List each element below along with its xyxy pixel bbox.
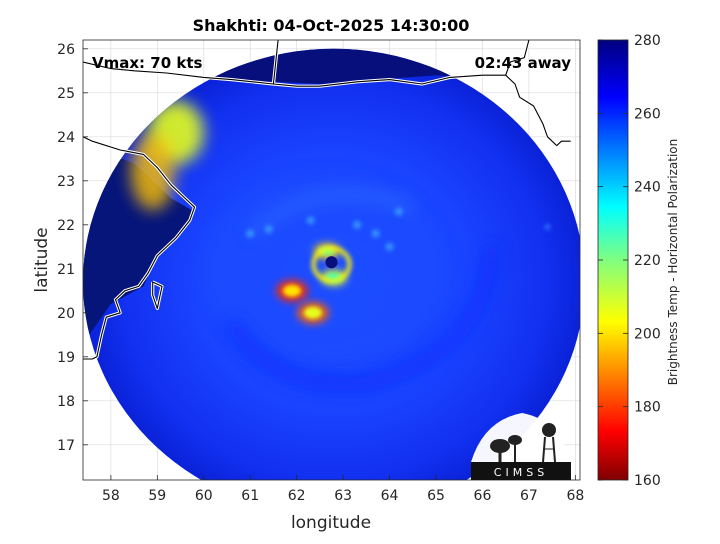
y-tick-label: 25 bbox=[57, 86, 75, 102]
x-tick-label: 58 bbox=[102, 488, 120, 504]
y-tick-label: 21 bbox=[57, 262, 75, 278]
x-tick-label: 67 bbox=[520, 488, 538, 504]
axes-frame bbox=[82, 39, 581, 481]
colorbar-tick-label: 240 bbox=[634, 180, 661, 196]
band-west-marker bbox=[283, 284, 302, 297]
x-tick-label: 63 bbox=[334, 488, 352, 504]
convective-cell bbox=[544, 224, 551, 230]
eye-center bbox=[325, 256, 338, 269]
x-tick-label: 66 bbox=[474, 488, 492, 504]
convective-cell bbox=[306, 216, 315, 225]
colorbar-tick-label: 220 bbox=[634, 253, 661, 269]
colorbar-label: Brightness Temp - Horizontal Polarizatio… bbox=[666, 139, 680, 386]
cimss-logo: CIMSS bbox=[471, 413, 571, 480]
y-axis-label: latitude bbox=[32, 227, 52, 292]
y-tick-label: 18 bbox=[57, 394, 75, 410]
logo-text: CIMSS bbox=[494, 466, 548, 479]
y-tick-label: 19 bbox=[57, 350, 75, 366]
rain-band bbox=[225, 246, 499, 392]
coastline bbox=[152, 281, 163, 309]
convective-cell bbox=[385, 242, 394, 251]
colorbar-tick-label: 280 bbox=[634, 33, 661, 49]
convective-cell bbox=[353, 220, 362, 229]
x-tick-label: 68 bbox=[566, 488, 584, 504]
rain-band bbox=[246, 188, 415, 239]
chart-title: Shakhti: 04-Oct-2025 14:30:00 bbox=[193, 16, 470, 35]
y-tick-label: 20 bbox=[57, 306, 75, 322]
convective-cell bbox=[394, 207, 403, 216]
x-tick-label: 62 bbox=[288, 488, 306, 504]
coastline bbox=[83, 61, 571, 147]
x-axis-label: longitude bbox=[291, 513, 371, 533]
colorbar-tick-label: 200 bbox=[634, 326, 661, 342]
coastline bbox=[83, 136, 196, 360]
x-tick-label: 60 bbox=[195, 488, 213, 504]
x-tick-label: 61 bbox=[241, 488, 259, 504]
colorbar-tick-label: 160 bbox=[634, 473, 661, 489]
eyewall-ring bbox=[311, 245, 352, 283]
y-tick-label: 26 bbox=[57, 42, 75, 58]
coastlines-inner bbox=[83, 40, 571, 360]
data-layer bbox=[83, 40, 580, 480]
y-tick-label: 17 bbox=[57, 438, 75, 454]
y-tick-label: 22 bbox=[57, 218, 75, 234]
away-annotation: 02:43 away bbox=[475, 54, 572, 72]
y-tick-label: 23 bbox=[57, 174, 75, 190]
vmax-annotation: Vmax: 70 kts bbox=[92, 54, 202, 72]
convective-cell bbox=[371, 229, 380, 238]
axis-ticks: 58 59 60 61 62 63 64 65 66 67 68 17 18 19 20 21 22 23 24 25… bbox=[57, 42, 584, 504]
band-southwest-marker bbox=[303, 306, 322, 319]
x-tick-label: 65 bbox=[427, 488, 445, 504]
warm-land-patch bbox=[130, 134, 175, 210]
y-tick-label: 24 bbox=[57, 130, 75, 146]
colorbar-tick-label: 180 bbox=[634, 400, 661, 416]
x-tick-label: 64 bbox=[381, 488, 399, 504]
coastline bbox=[272, 40, 279, 85]
colorbar-tick-label: 260 bbox=[634, 106, 661, 122]
x-tick-label: 59 bbox=[148, 488, 166, 504]
coastline bbox=[505, 40, 530, 76]
convective-cell bbox=[246, 229, 255, 238]
colorbar-ticks: 160 180 200 220 240 260 280 bbox=[598, 33, 661, 489]
convective-cell bbox=[264, 225, 273, 234]
